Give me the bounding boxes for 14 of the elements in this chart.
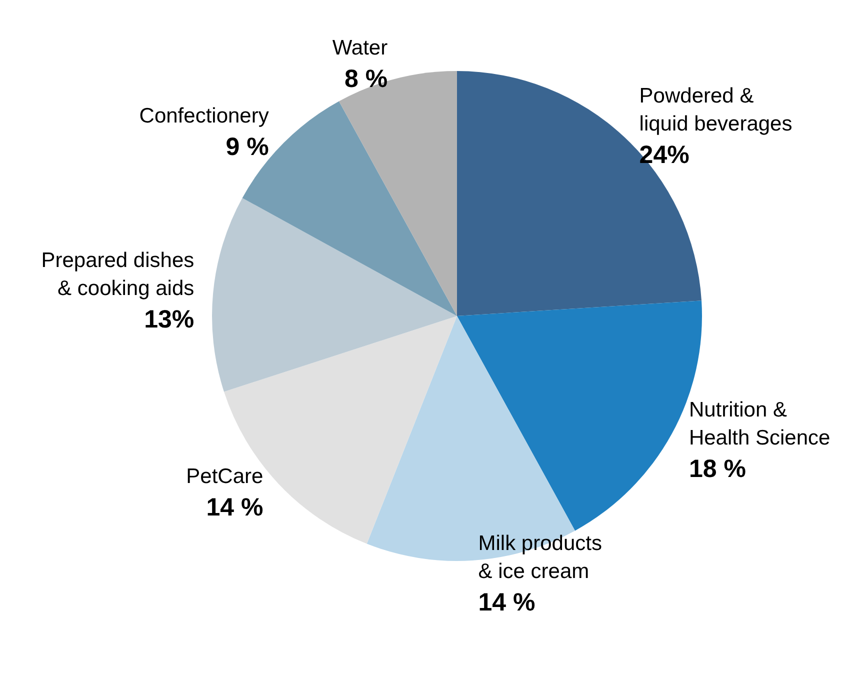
- data-label: 14 %: [478, 588, 536, 616]
- data-label: 14 %: [206, 493, 264, 522]
- slice-label: Powdered & liquid beverages: [639, 84, 792, 136]
- slice-label: Prepared dishes & cooking aids: [41, 249, 194, 300]
- data-label: 13%: [144, 306, 194, 334]
- data-label: 24%: [639, 141, 690, 170]
- data-label: 8 %: [344, 65, 388, 94]
- slice-label: Nutrition & Health Science: [688, 398, 830, 450]
- data-label: 9 %: [226, 132, 269, 161]
- slice-label: PetCare: [186, 464, 264, 488]
- data-label: 18 %: [688, 454, 746, 483]
- slice-label: Milk products & ice cream: [478, 532, 602, 583]
- slice-label: Confectionery: [139, 104, 270, 128]
- slice-label: Water: [332, 36, 388, 60]
